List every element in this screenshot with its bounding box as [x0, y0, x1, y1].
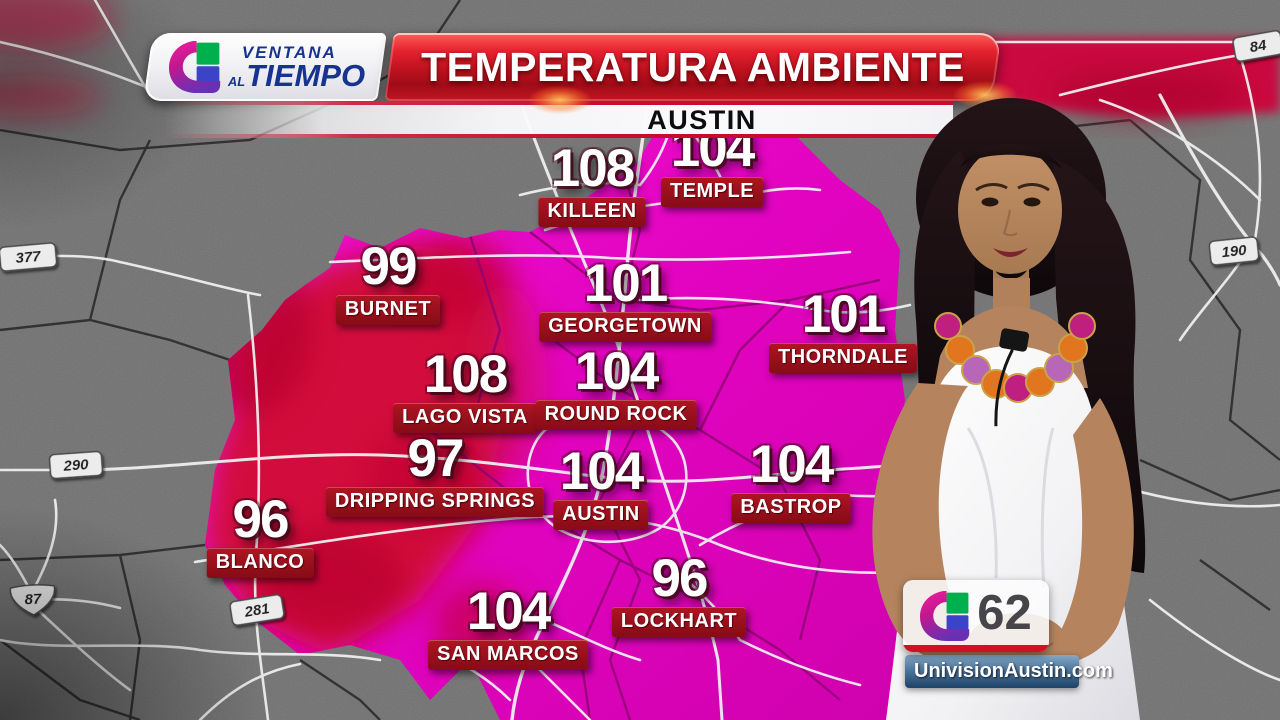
- temperature-value: 99: [360, 237, 418, 296]
- city-label: DRIPPING SPRINGS: [325, 487, 545, 517]
- station-round-rock: 104 ROUND ROCK: [535, 342, 697, 430]
- station-austin: 104 AUSTIN: [553, 442, 649, 530]
- channel-number: 62: [977, 585, 1032, 640]
- brand-wordmark: VENTANA AL TIEMPO: [227, 43, 366, 93]
- presenter-arm: [872, 383, 988, 666]
- temperature-value: 96: [232, 490, 290, 549]
- city-label: BLANCO: [206, 548, 314, 578]
- city-label: BURNET: [335, 295, 441, 325]
- temperature-value: 101: [801, 285, 886, 344]
- header-bar: VENTANA AL TIEMPO TEMPERATURA AMBIENTE: [143, 33, 1002, 101]
- shield-290: 290: [48, 450, 104, 480]
- temperature-value: 104: [574, 342, 659, 401]
- station-blanco: 96 BLANCO: [206, 490, 314, 578]
- title-banner: TEMPERATURA AMBIENTE: [384, 33, 1002, 101]
- temperature-value: 101: [583, 254, 668, 313]
- temperature-value: 104: [749, 435, 834, 494]
- brand-panel: VENTANA AL TIEMPO: [143, 33, 387, 101]
- svg-text:290: 290: [62, 456, 90, 475]
- channel-logo-box: 62: [903, 580, 1049, 652]
- station-killeen: 108 KILLEEN: [538, 139, 646, 227]
- city-label: LOCKHART: [611, 607, 747, 637]
- station-thorndale: 101 THORNDALE: [768, 285, 918, 373]
- location-bar: AUSTIN: [165, 101, 953, 138]
- page-title: TEMPERATURA AMBIENTE: [421, 43, 965, 90]
- brand-tiempo: TIEMPO: [246, 57, 366, 93]
- temperature-value: 108: [423, 345, 508, 404]
- city-label: THORNDALE: [768, 343, 918, 373]
- svg-text:87: 87: [24, 591, 42, 609]
- station-bug: 62 UnivisionAustin.com: [903, 580, 1113, 688]
- website-banner: UnivisionAustin.com: [905, 655, 1113, 688]
- temperature-value: 104: [559, 442, 644, 501]
- city-label: ROUND ROCK: [535, 400, 697, 430]
- station-lago-vista: 108 LAGO VISTA: [393, 345, 537, 433]
- microphone-icon: [994, 328, 1030, 427]
- city-label: TEMPLE: [660, 177, 764, 207]
- station-lockhart: 96 LOCKHART: [611, 549, 747, 637]
- svg-text:190: 190: [1221, 242, 1248, 262]
- univision-logo-icon: [168, 41, 221, 93]
- station-san-marcos: 104 SAN MARCOS: [428, 582, 588, 670]
- svg-text:377: 377: [15, 248, 42, 267]
- brand-al: AL: [227, 73, 246, 89]
- shield-190: 190: [1208, 236, 1260, 266]
- presenter-necklace: [934, 312, 1096, 403]
- city-label: GEORGETOWN: [539, 312, 711, 342]
- city-label: AUSTIN: [553, 500, 649, 530]
- station-burnet: 99 BURNET: [335, 237, 441, 325]
- univision-logo-icon: [920, 591, 970, 641]
- city-label: BASTROP: [731, 493, 851, 523]
- temperature-value: 96: [651, 549, 709, 608]
- svg-text:84: 84: [1248, 37, 1268, 57]
- city-label: KILLEEN: [538, 197, 646, 227]
- station-georgetown: 101 GEORGETOWN: [539, 254, 711, 342]
- city-label: SAN MARCOS: [428, 640, 588, 670]
- temperature-value: 104: [466, 582, 551, 641]
- weather-presenter: [872, 98, 1146, 720]
- station-bastrop: 104 BASTROP: [731, 435, 851, 523]
- temperature-value: 97: [407, 429, 465, 488]
- temperature-value: 108: [550, 139, 635, 198]
- shield-377: 377: [0, 242, 58, 272]
- shield-84: 84: [1232, 30, 1280, 62]
- station-dripping-springs: 97 DRIPPING SPRINGS: [325, 429, 545, 517]
- location-label: AUSTIN: [647, 105, 757, 135]
